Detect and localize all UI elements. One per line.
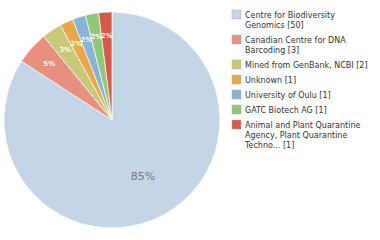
legend-swatch — [232, 90, 241, 99]
slice — [99, 12, 112, 120]
legend-label: GATC Biotech AG [1] — [245, 106, 327, 115]
legend-label: University of Oulu [1] — [245, 91, 331, 100]
pie — [4, 12, 220, 228]
legend-swatch — [232, 120, 241, 129]
data-label: 85% — [131, 170, 155, 183]
data-labels: 85%5%3%2%2%2%2% — [43, 32, 155, 184]
legend-item: Canadian Centre for DNABarcoding [3] — [232, 35, 346, 55]
legend-item: Mined from GenBank, NCBI [2] — [232, 60, 368, 70]
legend-label: Centre for BiodiversityGenomics [50] — [245, 11, 335, 30]
legend-item: GATC Biotech AG [1] — [232, 105, 327, 115]
legend-swatch — [232, 35, 241, 44]
legend-swatch — [232, 75, 241, 84]
legend-item: University of Oulu [1] — [232, 90, 331, 100]
data-label: 5% — [43, 60, 55, 68]
legend-swatch — [232, 105, 241, 114]
legend-label: Mined from GenBank, NCBI [2] — [245, 61, 368, 70]
chart: 85%5%3%2%2%2%2%Centre for BiodiversityGe… — [0, 0, 380, 240]
legend-swatch — [232, 60, 241, 69]
legend-label: Unknown [1] — [245, 76, 296, 85]
legend-item: Unknown [1] — [232, 75, 296, 85]
legend-item: Centre for BiodiversityGenomics [50] — [232, 10, 335, 30]
legend-item: Animal and Plant QuarantineAgency, Plant… — [232, 120, 360, 150]
data-label: 2% — [101, 32, 113, 40]
legend-label: Animal and Plant QuarantineAgency, Plant… — [244, 121, 360, 150]
data-label: 3% — [59, 46, 71, 54]
slice — [4, 12, 220, 228]
legend: Centre for BiodiversityGenomics [50] Cana… — [232, 10, 368, 150]
legend-swatch — [232, 10, 241, 19]
legend-label: Canadian Centre for DNABarcoding [3] — [245, 36, 346, 55]
slice — [85, 13, 112, 120]
